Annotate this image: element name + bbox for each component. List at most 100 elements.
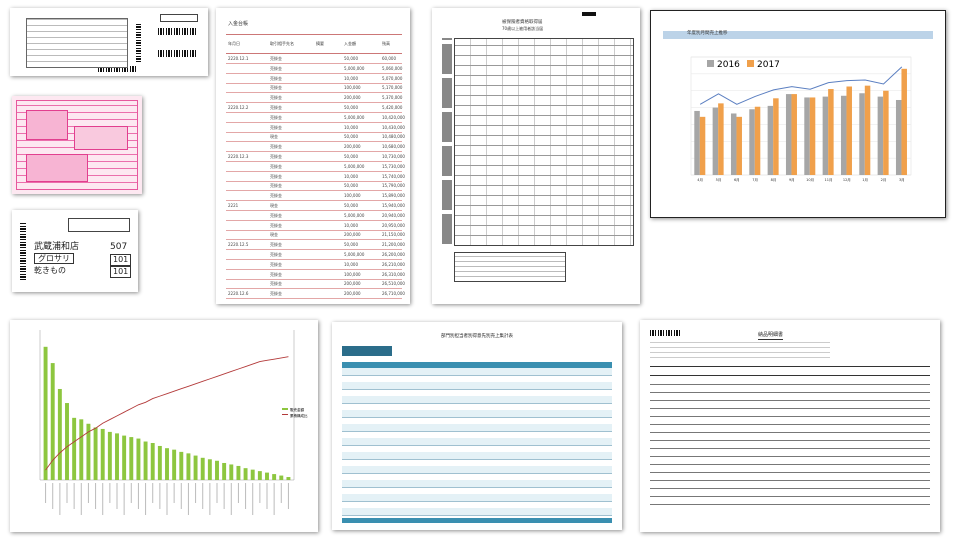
pareto-category-label	[87, 483, 89, 503]
chart-gridlines	[691, 56, 911, 176]
ledger-amount: 100,000	[344, 193, 361, 199]
ledger-row: 売掛金 10,000 26,210,000	[226, 260, 405, 270]
ledger-row: 売掛金 50,000 15,790,000	[226, 181, 405, 192]
pareto-category-label	[152, 483, 154, 503]
ledger-row: 売掛金 200,000 10,680,000	[226, 142, 405, 153]
bar-2017-3	[754, 106, 761, 175]
pareto-bar-20	[186, 453, 191, 480]
bar-2016-2	[730, 113, 737, 175]
category-name: グロサリ	[34, 253, 74, 264]
pareto-bar-24	[215, 460, 219, 480]
pareto-category-label	[66, 483, 68, 503]
pareto-bar-31	[265, 472, 269, 480]
chart-title: 年度別月間売上推移	[687, 31, 728, 36]
ledger-partner: 売掛金	[270, 85, 282, 91]
ledger-row: 売掛金 5,000,000 15,730,000	[226, 162, 405, 172]
pareto-category-label	[180, 483, 182, 509]
insurance-acquisition-form: 被保険者資格取得届 70歳以上被用者該当届	[432, 8, 640, 304]
ledger-partner: 売掛金	[270, 124, 282, 130]
pareto-bar-13	[136, 438, 141, 480]
ledger-date: 2221	[228, 203, 239, 208]
pareto-chart-doc: 販売金額 累積構成比	[10, 320, 318, 532]
ledger-amount: 100,000	[344, 271, 361, 277]
pareto-legend-cumulative: 累積構成比	[290, 413, 308, 418]
bar-2017-4	[773, 98, 779, 175]
bar-2016-9	[859, 93, 865, 175]
pareto-bar-3	[65, 403, 69, 480]
pink-form-block-3	[26, 154, 88, 182]
pareto-category-label	[209, 483, 211, 515]
bar-2017-5	[791, 94, 797, 175]
ledger-date: 2220.12.3	[228, 154, 249, 159]
ledger-balance: 5,420,000	[382, 105, 403, 110]
pareto-category-label	[45, 483, 47, 503]
pareto-category-label	[59, 483, 61, 515]
ledger-row: 売掛金 5,000,000 20,940,000	[226, 211, 405, 221]
ledger-row: 売掛金 100,000 5,170,000	[226, 83, 403, 94]
item-name: 乾きもの	[34, 266, 66, 275]
pareto-category-label	[123, 483, 125, 515]
ledger-amount: 50,000	[344, 154, 358, 159]
ledger-balance: 21,150,000	[382, 232, 405, 238]
form-corner-barcode	[582, 12, 596, 16]
ledger-balance: 5,170,000	[382, 85, 403, 91]
ledger-partner: 現金	[270, 203, 278, 208]
ledger-balance: 26,510,000	[382, 281, 405, 287]
shipping-slip	[10, 8, 208, 76]
ledger-row: 売掛金 100,000 15,890,000	[226, 191, 405, 202]
ledger-balance: 15,730,000	[382, 163, 405, 169]
ledger-amount: 50,000	[344, 134, 358, 140]
pareto-category-label	[173, 483, 175, 503]
pareto-legend-swatch-cumulative	[282, 414, 288, 415]
ledger-row: 売掛金 100,000 26,310,000	[226, 270, 405, 280]
ledger-partner: 売掛金	[270, 144, 282, 150]
pareto-bar-15	[150, 443, 155, 480]
pareto-bar-8	[100, 428, 105, 480]
bar-2017-11	[901, 68, 907, 175]
pareto-category-label	[102, 483, 104, 515]
bar-2016-0	[694, 110, 700, 175]
ledger-partner: 売掛金	[270, 56, 282, 61]
category-label: 12月	[843, 177, 851, 182]
legend-swatch-2017	[747, 60, 754, 67]
ledger-row: 売掛金 10,000 15,740,000	[226, 172, 405, 182]
pareto-bar-6	[86, 423, 91, 480]
pareto-legend: 販売金額 累積構成比	[282, 407, 308, 418]
category-label: 5月	[716, 177, 722, 182]
sheet-title: 部門別担当者別得意先別売上集計表	[441, 334, 513, 339]
pareto-category-label	[252, 483, 254, 515]
ledger-partner: 売掛金	[270, 183, 282, 189]
slip-table-header	[650, 366, 930, 376]
ledger-amount: 10,000	[344, 124, 358, 130]
pareto-category-label	[237, 483, 239, 503]
insurance-form-subtitle: 70歳以上被用者該当届	[502, 26, 544, 31]
pink-delivery-form	[12, 96, 142, 194]
slip-grid	[26, 18, 128, 68]
label-barcode	[20, 222, 26, 280]
pareto-category-label	[80, 483, 82, 515]
ledger-balance: 5,060,000	[382, 65, 403, 71]
insurance-form-title: 被保険者資格取得届	[502, 20, 543, 25]
ledger-date: 2220.12.2	[228, 105, 249, 110]
pareto-bar-26	[229, 464, 234, 480]
bar-2016-5	[785, 94, 792, 175]
ledger-balance: 15,890,000	[382, 193, 405, 199]
bar-2017-1	[718, 103, 724, 175]
slip-title: 納品明細書	[758, 332, 784, 340]
ledger-row: 売掛金 200,000 5,370,000	[226, 93, 403, 104]
ledger-balance: 60,000	[382, 56, 396, 61]
ledger-balance: 10,680,000	[382, 144, 405, 150]
ledger-balance: 15,940,000	[382, 203, 405, 208]
annual-sales-chart-doc: 年度別月間売上推移 4月 5月 6月 7月 8月 9月 10月 11月 12月 1月 2月 3月 20…	[650, 10, 946, 218]
pareto-bar-7	[93, 427, 98, 480]
ledger-balance: 5,370,000	[382, 95, 403, 101]
slip-barcode-3	[98, 66, 138, 72]
legend-label-2017: 2017	[757, 60, 780, 70]
ledger-header: 年月日 取引相手先名 摘要 入金額 残高	[226, 34, 402, 54]
slip-info-block	[650, 342, 830, 362]
ledger-balance: 15,740,000	[382, 173, 405, 179]
pareto-legend-sales: 販売金額	[290, 407, 304, 412]
ledger-header-partner: 取引相手先名	[270, 41, 294, 46]
pareto-bar-27	[236, 465, 241, 480]
bar-2017-0	[699, 116, 706, 175]
